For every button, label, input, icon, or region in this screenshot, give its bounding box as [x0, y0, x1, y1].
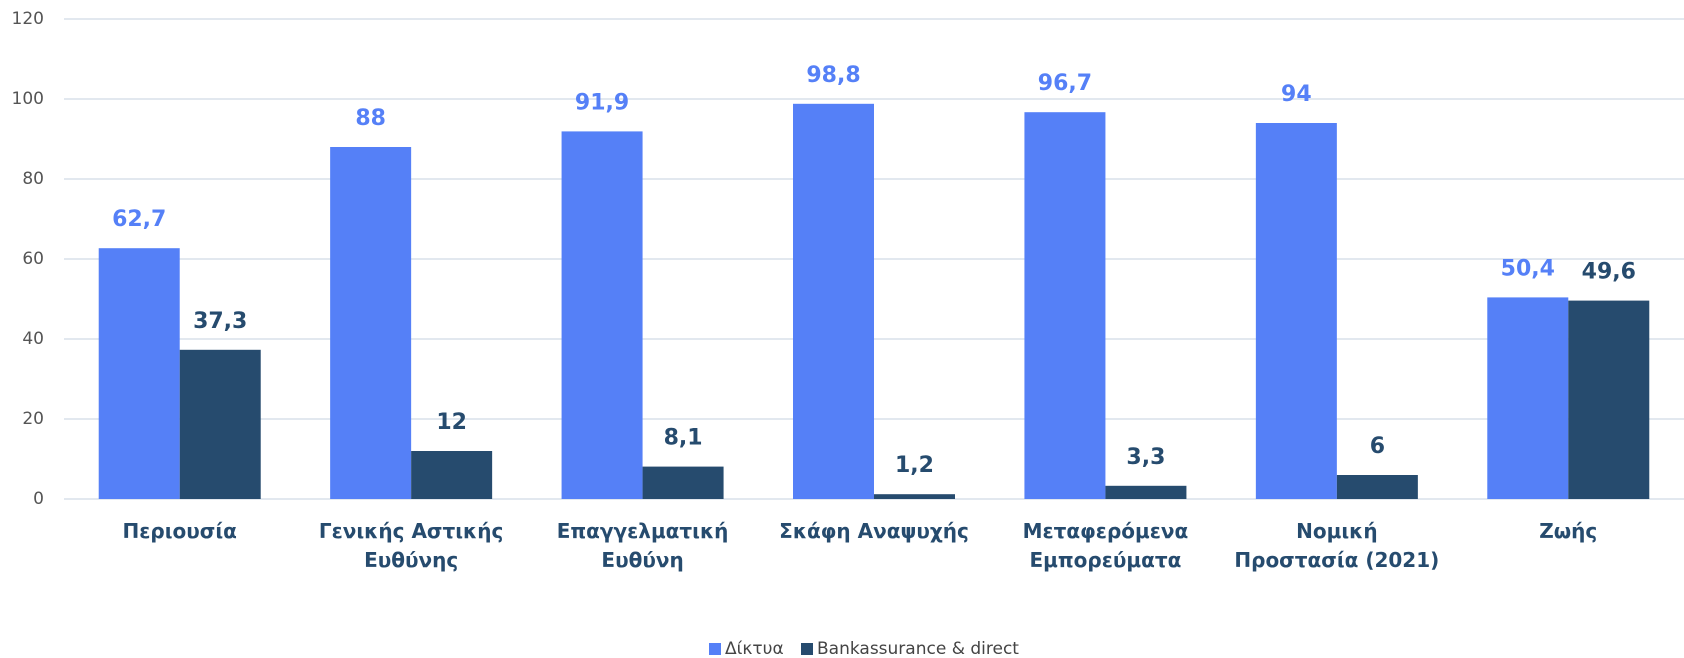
y-tick-label: 80 [22, 169, 44, 189]
data-label: 3,3 [1126, 445, 1165, 470]
x-tick-label: Ζωής [1539, 519, 1598, 543]
y-tick-label: 120 [12, 9, 44, 29]
data-label: 94 [1281, 82, 1312, 107]
legend: Δίκτυα Bankassurance & direct [709, 639, 1019, 658]
data-label: 62,7 [112, 207, 166, 232]
y-tick-label: 40 [22, 329, 44, 349]
x-tick-label: Περιουσία [122, 519, 237, 543]
bar [1255, 123, 1337, 499]
data-label: 8,1 [664, 426, 703, 451]
bar [561, 131, 643, 499]
bar [1487, 297, 1569, 499]
bar [411, 451, 493, 499]
bar [874, 494, 955, 499]
data-label: 91,9 [575, 90, 629, 115]
bar [330, 147, 412, 499]
data-label: 1,2 [895, 453, 934, 478]
data-label: 88 [355, 106, 386, 131]
y-tick-label: 60 [22, 249, 44, 269]
bar [1336, 475, 1418, 499]
bar [1568, 300, 1650, 499]
x-tick-label: Γενικής Αστικής Ευθύνης [318, 519, 504, 572]
data-label: 96,7 [1038, 71, 1092, 96]
y-tick-label: 20 [22, 409, 44, 429]
y-tick-label: 0 [33, 489, 44, 509]
x-tick-label: Σκάφη Αναψυχής [779, 519, 969, 543]
data-label: 37,3 [193, 309, 247, 334]
bar [642, 466, 724, 499]
legend-label: Bankassurance & direct [817, 639, 1019, 658]
x-tick-label: Νομική Προστασία (2021) [1234, 519, 1440, 572]
data-label: 6 [1370, 434, 1385, 459]
bar [98, 248, 180, 499]
x-tick-label: Επαγγελματική Ευθύνη [556, 519, 729, 572]
bar [793, 103, 874, 500]
legend-swatch [801, 643, 813, 655]
y-tick-label: 100 [12, 89, 44, 109]
bar [179, 349, 261, 499]
x-tick-label: Μεταφερόμενα Εμπορεύματα [1022, 519, 1189, 572]
data-label: 98,8 [806, 63, 860, 88]
data-label: 12 [436, 410, 467, 435]
bar [1024, 112, 1106, 499]
data-label: 49,6 [1582, 260, 1636, 285]
legend-swatch [709, 643, 721, 655]
data-label: 50,4 [1501, 256, 1555, 281]
legend-label: Δίκτυα [725, 639, 784, 658]
bar [1105, 485, 1187, 499]
